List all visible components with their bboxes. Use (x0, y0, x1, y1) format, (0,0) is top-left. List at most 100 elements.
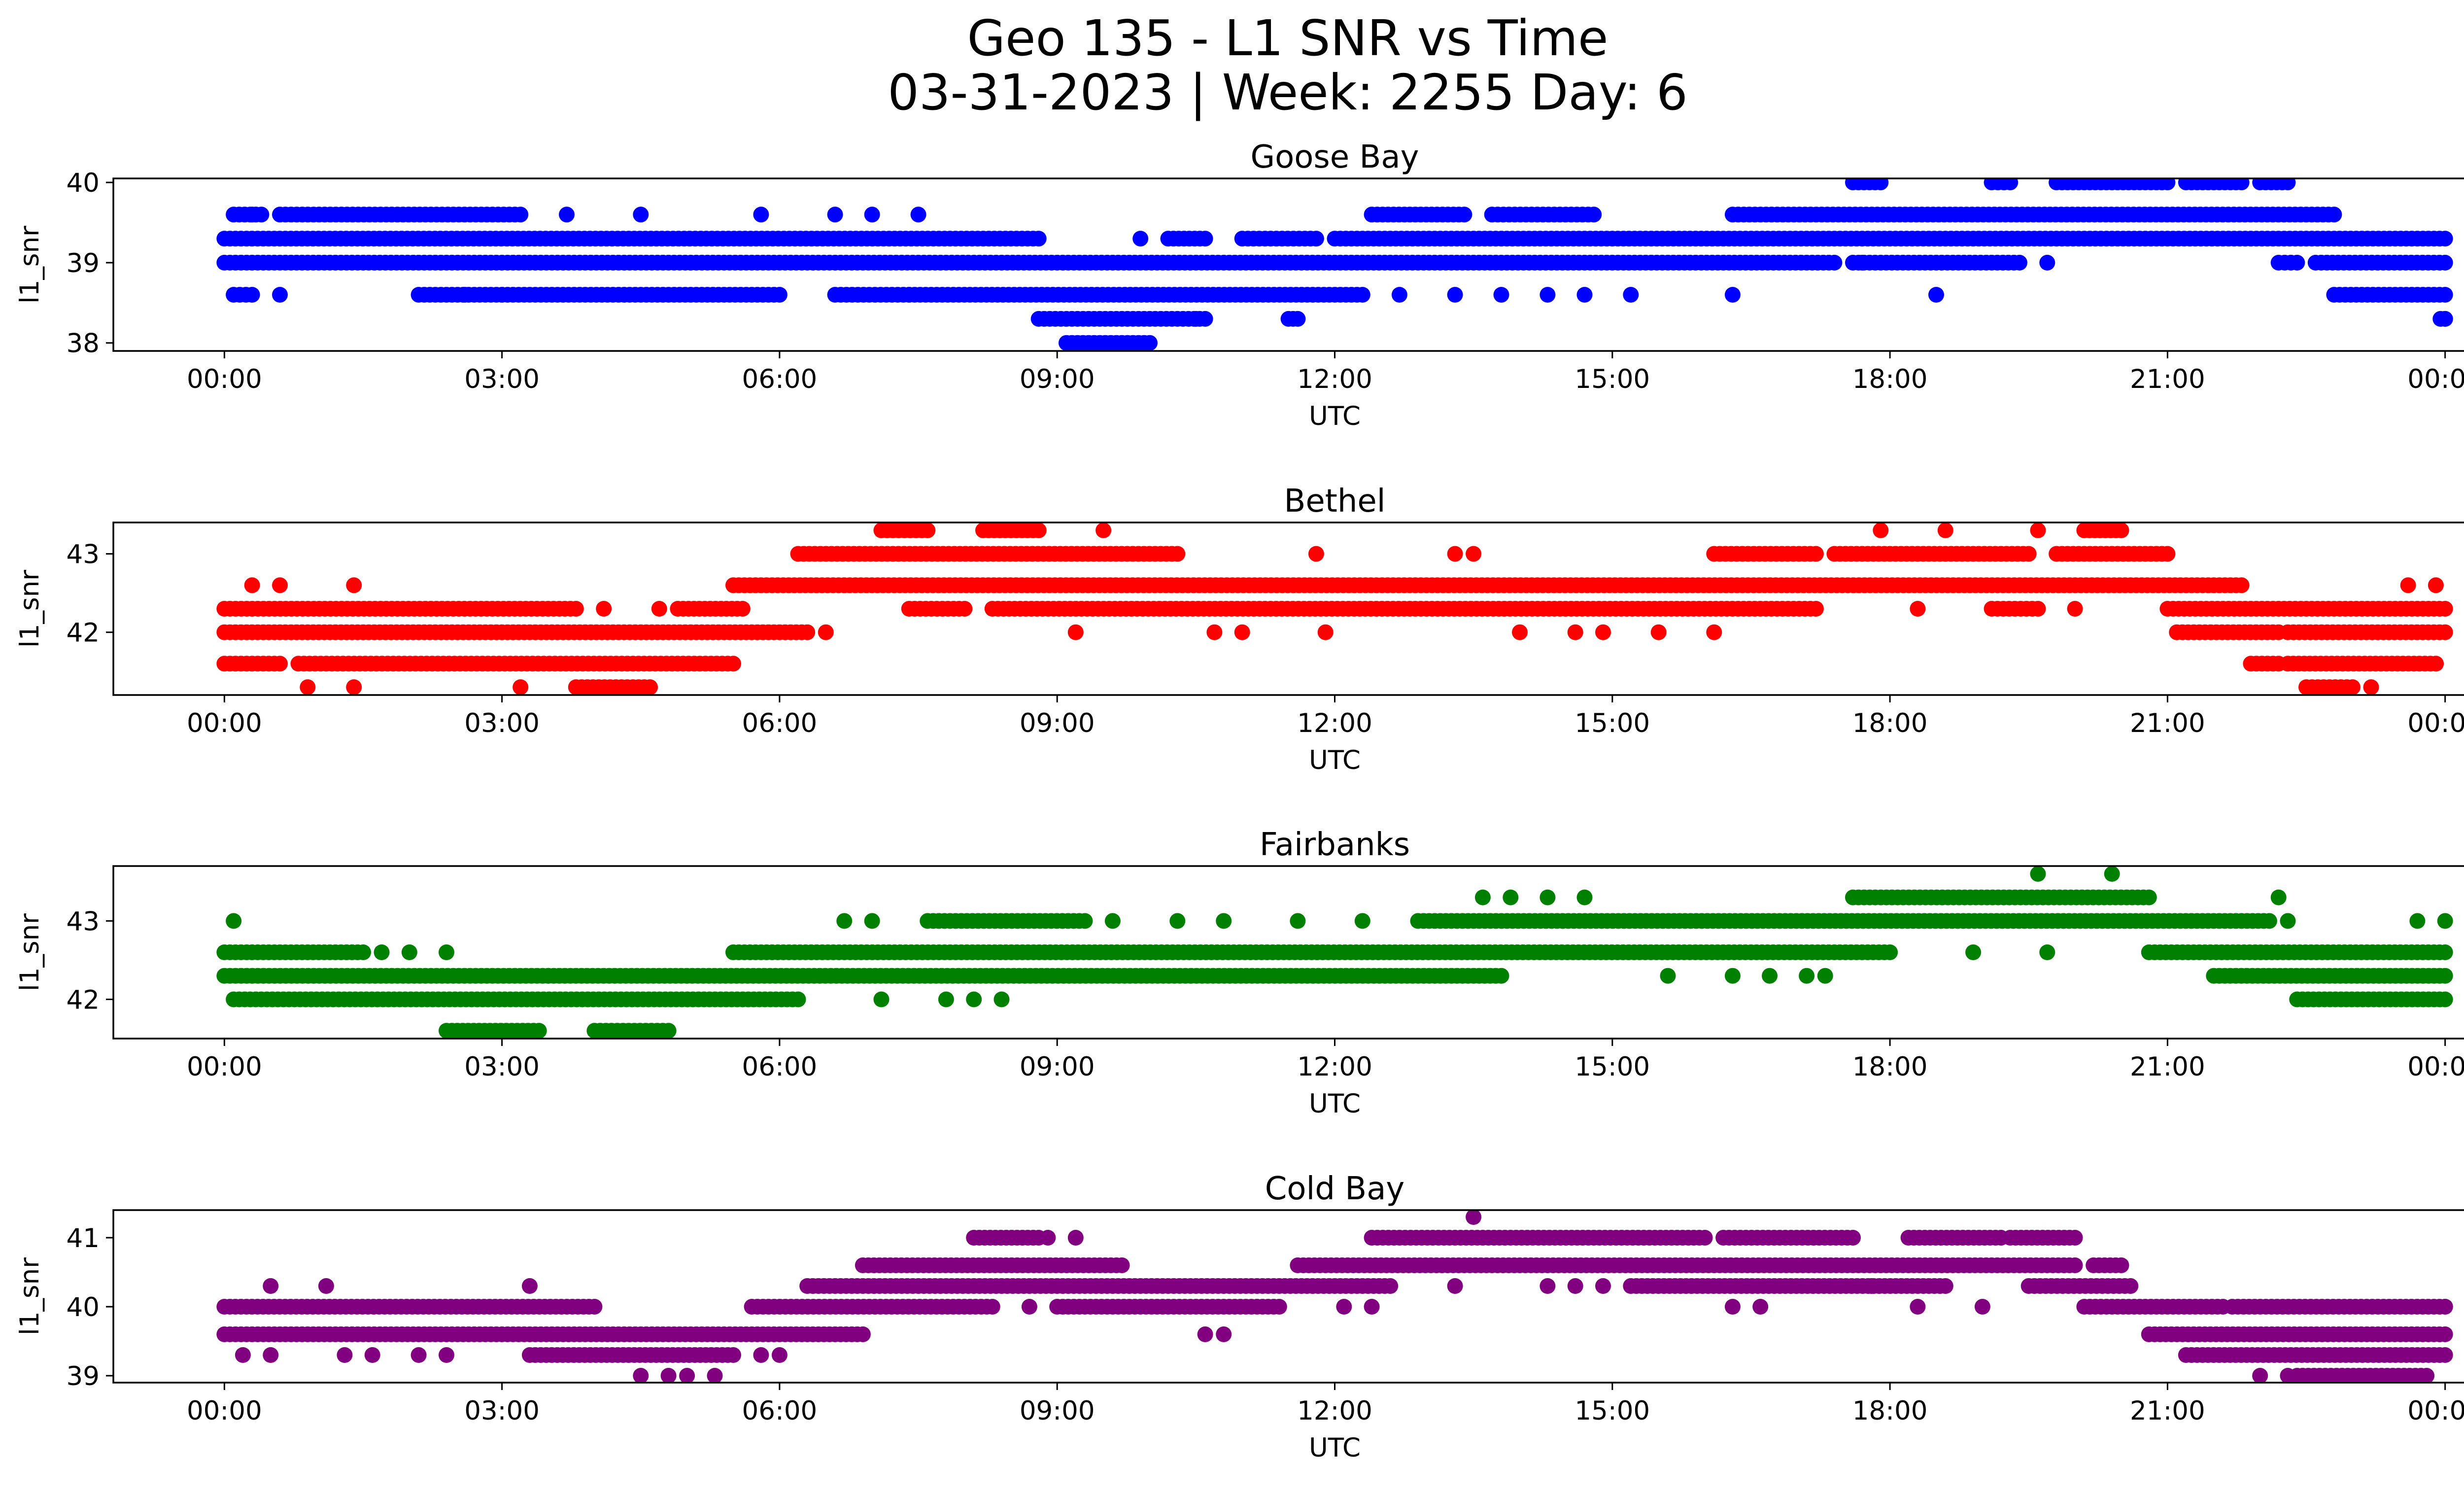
data-point (559, 207, 575, 223)
y-tick-label: 39 (67, 1361, 100, 1391)
data-point (1197, 1326, 1213, 1342)
data-point (1493, 287, 1509, 303)
data-point (513, 679, 529, 695)
data-point (586, 1299, 603, 1315)
x-tick-label: 15:00 (1574, 1052, 1650, 1082)
data-point (2002, 178, 2019, 191)
data-point (1104, 913, 1121, 929)
data-point (1845, 1230, 1861, 1246)
data-point (1364, 1299, 1380, 1315)
data-point (1595, 1278, 1611, 1294)
x-tick-label: 03:00 (464, 364, 540, 394)
data-point (1540, 287, 1556, 303)
data-point (1799, 968, 1815, 984)
data-point (920, 522, 936, 538)
x-tick-label: 03:00 (464, 1396, 540, 1426)
x-tick-label: 09:00 (1020, 1396, 1095, 1426)
subplot-title: Goose Bay (1251, 139, 1419, 175)
data-point (2280, 913, 2296, 929)
x-tick-label: 09:00 (1020, 364, 1095, 394)
data-point (2039, 254, 2055, 271)
data-point (346, 577, 362, 593)
data-point (235, 1347, 251, 1363)
data-point (272, 287, 288, 303)
y-axis-label: l1_snr (15, 913, 45, 991)
y-tick-label: 40 (67, 168, 100, 198)
data-point (1077, 913, 1093, 929)
data-point (1317, 624, 1334, 640)
data-point (2437, 991, 2453, 1008)
axes-frame (112, 1209, 2464, 1384)
data-point (1030, 231, 1047, 247)
data-point (827, 207, 843, 223)
x-tick-label: 06:00 (742, 364, 818, 394)
data-point (1290, 311, 1306, 327)
subplot-2: Fairbanks 00:00 03:00 06:00 09:00 12:00 15:00 1… (15, 827, 2464, 1119)
data-point (1067, 624, 1084, 640)
data-point (2437, 231, 2453, 247)
data-point (771, 1347, 787, 1363)
data-point (642, 679, 658, 695)
x-tick-label: 00:00 (187, 1052, 262, 1082)
data-point (753, 1347, 769, 1363)
data-point (272, 656, 288, 672)
data-point (1854, 254, 1870, 271)
data-point (1650, 624, 1667, 640)
data-point (1308, 231, 1324, 247)
data-point (910, 207, 926, 223)
x-tick-label: 12:00 (1297, 364, 1372, 394)
data-point (1354, 913, 1370, 929)
data-point (2344, 679, 2361, 695)
data-point (364, 1347, 380, 1363)
data-point (771, 287, 787, 303)
data-point (1030, 522, 1047, 538)
data-point (1928, 287, 1944, 303)
data-point (1540, 1278, 1556, 1294)
data-point (1474, 889, 1491, 905)
data-point (1576, 889, 1593, 905)
data-point (1466, 1210, 1482, 1225)
data-point (1447, 287, 1463, 303)
data-point (263, 1278, 279, 1294)
data-point (753, 207, 769, 223)
figure-title-line2: 03-31-2023 | Week: 2255 Day: 6 (888, 64, 1687, 121)
data-point (1965, 944, 1982, 960)
x-tick-label: 15:00 (1574, 708, 1650, 738)
data-point (679, 1368, 695, 1383)
data-point (1197, 231, 1213, 247)
data-point (2437, 968, 2453, 984)
x-axis-label: UTC (1309, 1433, 1361, 1463)
data-point (2233, 178, 2250, 191)
data-point (651, 601, 667, 617)
data-point (2030, 522, 2046, 538)
data-point (1623, 287, 1639, 303)
x-tick-label: 00:00 (2407, 708, 2464, 738)
data-point (244, 577, 260, 593)
data-point (1095, 522, 1112, 538)
x-tick-label: 00:00 (187, 708, 262, 738)
data-point (1540, 889, 1556, 905)
y-tick-label: 41 (67, 1223, 100, 1253)
data-point (707, 1368, 723, 1383)
data-point (374, 944, 390, 960)
data-point (1937, 522, 1953, 538)
data-point (1873, 178, 1889, 191)
figure-title-line1: Geo 135 - L1 SNR vs Time (967, 9, 1608, 67)
data-point (1567, 624, 1583, 640)
data-point (864, 207, 880, 223)
data-point (2012, 254, 2027, 271)
data-point (1586, 207, 1602, 223)
y-tick-label: 42 (67, 618, 100, 648)
data-point (1493, 968, 1509, 984)
x-tick-label: 00:00 (2407, 1052, 2464, 1082)
x-tick-label: 18:00 (1852, 1396, 1928, 1426)
data-point (2409, 913, 2426, 929)
data-point (1382, 1278, 1399, 1294)
data-point (984, 1299, 1000, 1315)
y-axis-label: l1_snr (15, 570, 45, 648)
data-point (2437, 913, 2453, 929)
x-axis-label: UTC (1309, 401, 1361, 431)
data-point (1974, 1299, 1990, 1315)
data-point (1873, 522, 1889, 538)
data-point (2252, 1368, 2268, 1383)
